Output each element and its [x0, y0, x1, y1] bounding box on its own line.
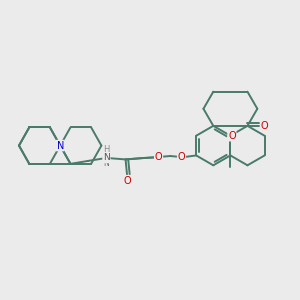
Text: H
N: H N: [103, 148, 109, 168]
Text: H: H: [103, 146, 110, 154]
Text: O: O: [228, 131, 236, 141]
Text: N: N: [56, 141, 64, 151]
Text: O: O: [178, 152, 185, 162]
Text: O: O: [261, 121, 268, 131]
Text: N: N: [103, 153, 110, 162]
Text: O: O: [123, 176, 131, 186]
Text: O: O: [155, 152, 162, 162]
